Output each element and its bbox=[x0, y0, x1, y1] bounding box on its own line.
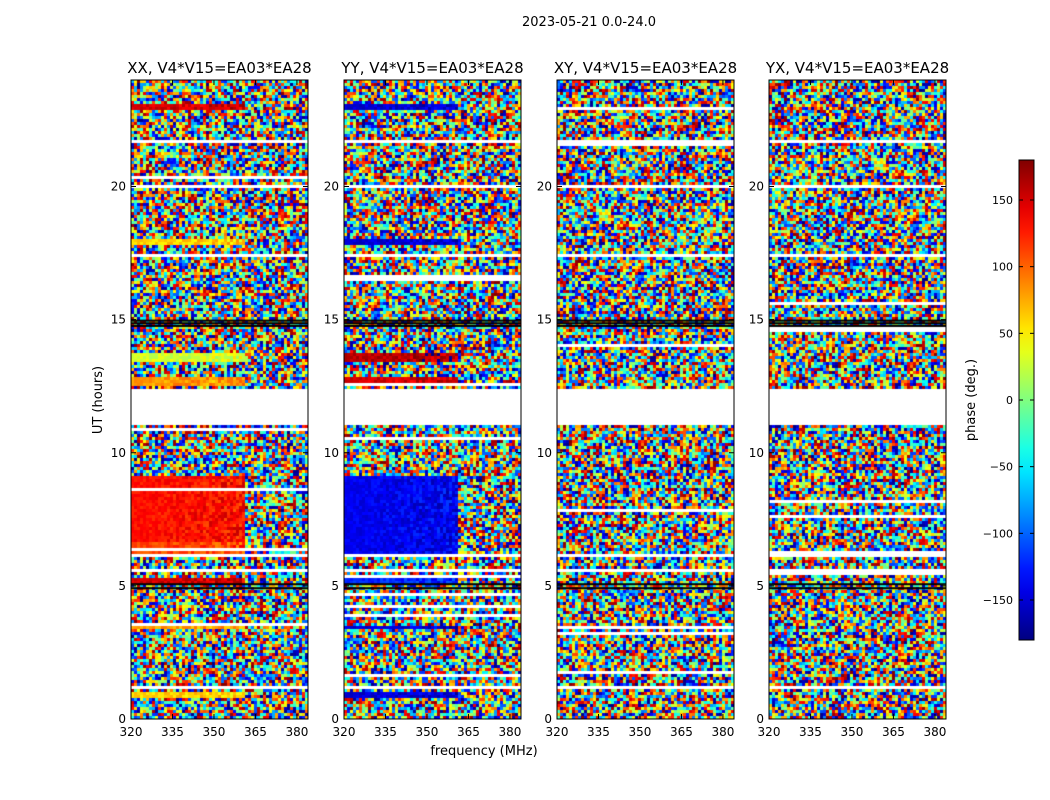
x-tick-label: 320 bbox=[758, 725, 781, 739]
x-tick-label: 350 bbox=[203, 725, 226, 739]
colorbar-tick-label: −50 bbox=[990, 461, 1013, 474]
y-tick-label: 20 bbox=[749, 180, 764, 194]
y-tick-label: 20 bbox=[537, 180, 552, 194]
x-tick-label: 335 bbox=[374, 725, 397, 739]
y-tick-label: 5 bbox=[331, 579, 339, 593]
y-tick-label: 15 bbox=[537, 313, 552, 327]
y-tick-label: 5 bbox=[544, 579, 552, 593]
panel-title: YY, V4*V15=EA03*EA28 bbox=[340, 59, 523, 77]
colorbar-tick-label: −100 bbox=[983, 527, 1013, 540]
panel-frame bbox=[556, 79, 735, 720]
panel-xy: XY, V4*V15=EA03*EA28 320 335 350 365 380 0 5 10 1… bbox=[537, 59, 737, 739]
panel-yx: YX, V4*V15=EA03*EA28 320 335 350 365 380 0 5 10 1… bbox=[749, 59, 949, 739]
y-tick-label: 5 bbox=[118, 579, 126, 593]
colorbar-tick-label: 150 bbox=[992, 194, 1013, 207]
y-tick-label: 0 bbox=[756, 712, 764, 726]
y-tick-label: 10 bbox=[324, 446, 339, 460]
x-tick-label: 350 bbox=[629, 725, 652, 739]
x-tick-label: 380 bbox=[711, 725, 734, 739]
x-tick-label: 380 bbox=[923, 725, 946, 739]
x-tick-label: 335 bbox=[161, 725, 184, 739]
x-tick-label: 380 bbox=[285, 725, 308, 739]
heatmap-yx bbox=[769, 80, 946, 719]
panel-frame bbox=[343, 79, 522, 720]
x-tick-label: 365 bbox=[882, 725, 905, 739]
panels: XX, V4*V15=EA03*EA28 320 335 350 365 380 0 5 10 1… bbox=[111, 59, 949, 739]
panel-frame bbox=[768, 79, 947, 720]
panel-title: XX, V4*V15=EA03*EA28 bbox=[127, 59, 311, 77]
x-tick-label: 320 bbox=[333, 725, 356, 739]
panel-yy: YY, V4*V15=EA03*EA28 320 335 350 365 380 0 5 10 1… bbox=[324, 59, 524, 739]
x-tick-label: 350 bbox=[841, 725, 864, 739]
y-tick-label: 20 bbox=[324, 180, 339, 194]
y-tick-label: 10 bbox=[111, 446, 126, 460]
x-tick-label: 335 bbox=[587, 725, 610, 739]
y-tick-label: 20 bbox=[111, 180, 126, 194]
figure-suptitle: 2023-05-21 0.0-24.0 bbox=[522, 15, 656, 30]
colorbar: 150 100 50 0 −50 −100 −150 bbox=[983, 159, 1035, 641]
colorbar-tick-label: 50 bbox=[999, 327, 1013, 340]
panel-frame bbox=[130, 79, 309, 720]
y-tick-label: 0 bbox=[118, 712, 126, 726]
y-tick-label: 0 bbox=[544, 712, 552, 726]
y-tick-label: 0 bbox=[331, 712, 339, 726]
y-axis-label: UT (hours) bbox=[91, 366, 106, 434]
colorbar-label: phase (deg.) bbox=[964, 359, 979, 441]
y-tick-label: 10 bbox=[537, 446, 552, 460]
panel-xx: XX, V4*V15=EA03*EA28 320 335 350 365 380 0 5 10 1… bbox=[111, 59, 312, 739]
heatmap-yy bbox=[344, 80, 521, 719]
x-tick-label: 365 bbox=[457, 725, 480, 739]
x-tick-label: 365 bbox=[244, 725, 267, 739]
x-axis-label: frequency (MHz) bbox=[430, 744, 537, 759]
heatmap-xy bbox=[557, 80, 734, 719]
colorbar-tick-label: −150 bbox=[983, 594, 1013, 607]
x-tick-label: 365 bbox=[670, 725, 693, 739]
x-tick-label: 320 bbox=[120, 725, 143, 739]
heatmap-xx bbox=[131, 80, 308, 719]
colorbar-tick-label: 100 bbox=[992, 261, 1013, 274]
panel-title: XY, V4*V15=EA03*EA28 bbox=[554, 59, 737, 77]
x-tick-label: 320 bbox=[546, 725, 569, 739]
y-tick-label: 15 bbox=[324, 313, 339, 327]
colorbar-tick-label: 0 bbox=[1006, 394, 1013, 407]
y-tick-label: 10 bbox=[749, 446, 764, 460]
y-tick-label: 15 bbox=[111, 313, 126, 327]
x-tick-label: 335 bbox=[799, 725, 822, 739]
y-tick-label: 5 bbox=[756, 579, 764, 593]
y-tick-label: 15 bbox=[749, 313, 764, 327]
x-tick-label: 350 bbox=[416, 725, 439, 739]
x-tick-label: 380 bbox=[498, 725, 521, 739]
panel-title: YX, V4*V15=EA03*EA28 bbox=[765, 59, 949, 77]
